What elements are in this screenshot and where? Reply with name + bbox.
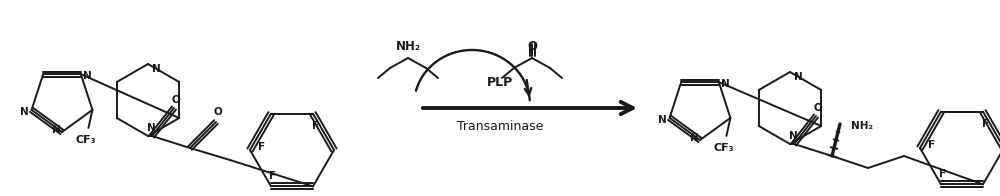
Text: N: N <box>794 72 802 82</box>
Text: O: O <box>214 107 222 117</box>
Text: O: O <box>527 40 537 53</box>
Text: F: F <box>258 142 266 152</box>
Text: O: O <box>814 103 822 113</box>
Text: N: N <box>789 131 797 141</box>
Text: NH₂: NH₂ <box>396 40 420 53</box>
Text: F: F <box>982 119 990 129</box>
Text: N: N <box>83 71 92 81</box>
Text: N: N <box>152 64 160 74</box>
Text: Transaminase: Transaminase <box>457 121 543 133</box>
Text: F: F <box>928 140 936 150</box>
Text: N: N <box>20 107 29 117</box>
Text: N: N <box>721 79 730 89</box>
Text: N: N <box>690 133 698 143</box>
Text: F: F <box>939 169 947 179</box>
Text: F: F <box>312 121 320 131</box>
Text: N: N <box>147 123 155 133</box>
Text: O: O <box>172 95 180 105</box>
Text: N: N <box>658 115 667 125</box>
Text: NH₂: NH₂ <box>851 121 873 131</box>
Text: PLP: PLP <box>487 75 513 89</box>
Text: CF₃: CF₃ <box>713 143 734 153</box>
Text: CF₃: CF₃ <box>75 135 96 145</box>
Text: F: F <box>269 171 277 181</box>
Text: N: N <box>52 125 60 135</box>
